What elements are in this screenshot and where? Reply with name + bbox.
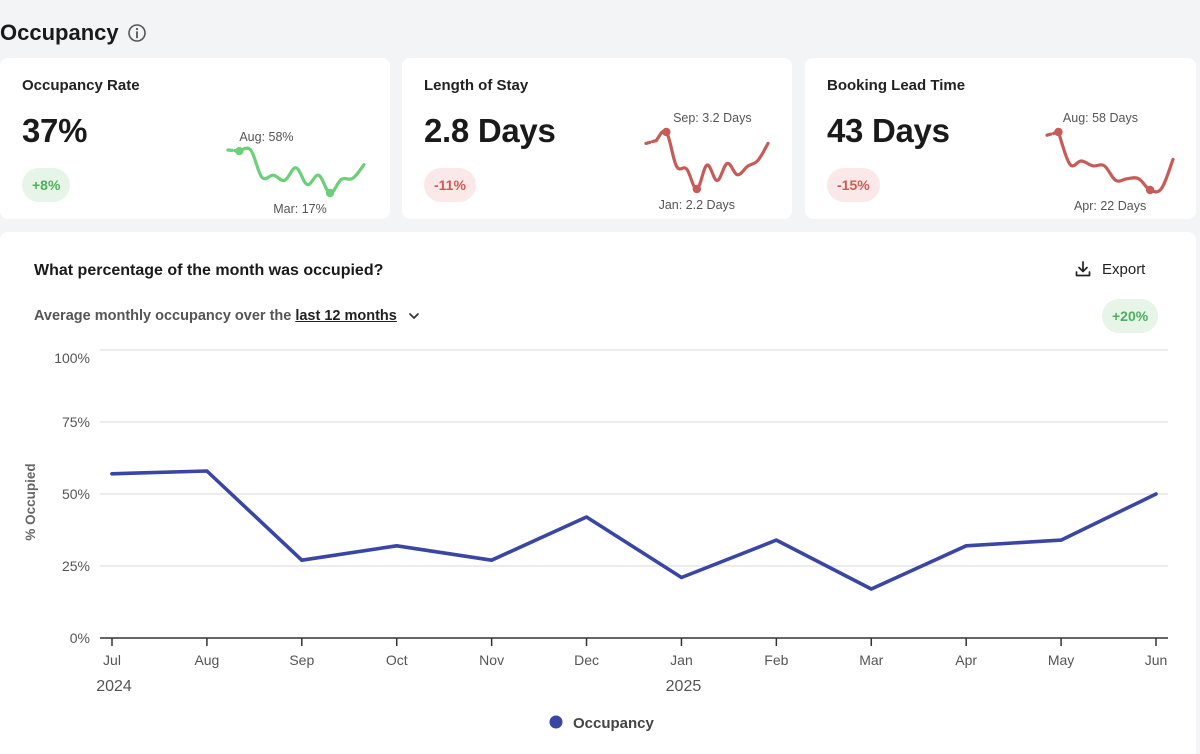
x-tick-label: May — [1048, 652, 1074, 668]
download-icon — [1075, 261, 1091, 277]
x-tick-label: Nov — [479, 652, 504, 668]
data-point[interactable] — [774, 538, 778, 542]
kpi-sparkline: Aug: 58 Days Apr: 22 Days — [1045, 111, 1175, 213]
kpi-value: 43 Days — [827, 112, 950, 149]
sparkline-line — [237, 146, 366, 195]
x-tick-label: Jun — [1145, 652, 1168, 668]
data-point[interactable] — [395, 544, 399, 548]
legend-label: Occupancy — [573, 715, 655, 732]
kpi-sparkline: Sep: 3.2 Days Jan: 2.2 Days — [644, 111, 770, 212]
kpi-label: Length of Stay — [424, 77, 529, 94]
kpi-sparkline: Aug: 58% Mar: 17% — [226, 130, 366, 216]
legend[interactable]: Occupancy — [549, 715, 655, 732]
sparkline-min-label: Apr: 22 Days — [1074, 199, 1146, 213]
sparkline-max-label: Sep: 3.2 Days — [673, 111, 752, 125]
occupancy-chart-card: 0% 25% 50% 75% 100% Jul Aug Sep Oct Nov Dec Jan Feb M… — [0, 232, 1196, 754]
kpi-card-booking-lead-time[interactable]: Booking Lead Time 43 Days -15% Aug: 58 D… — [805, 58, 1196, 219]
data-point[interactable] — [300, 558, 304, 562]
data-point[interactable] — [964, 544, 968, 548]
chevron-down-icon[interactable] — [407, 309, 421, 323]
info-icon[interactable] — [127, 23, 147, 43]
period-selector[interactable]: last 12 months — [295, 308, 397, 324]
x-tick-label: Jan — [670, 652, 693, 668]
y-tick-label: 100% — [54, 350, 90, 366]
sparkline-group: Sep: 3.2 Days Jan: 2.2 Days — [644, 111, 770, 212]
sparkline-line — [1056, 130, 1175, 194]
y-tick-label: 25% — [62, 558, 90, 574]
x-year-label: 2025 — [666, 678, 702, 695]
x-tick-label: Oct — [386, 652, 408, 668]
export-button[interactable]: Export — [1074, 260, 1145, 278]
x-tick-label: Sep — [289, 652, 314, 668]
gridlines — [100, 349, 1168, 567]
data-point[interactable] — [869, 587, 873, 591]
kpi-change-badge: -15% — [827, 168, 880, 202]
sparkline-group: Aug: 58 Days Apr: 22 Days — [1045, 111, 1175, 213]
section-title: Occupancy — [0, 20, 119, 45]
main-change-badge: +20% — [1102, 299, 1159, 333]
sparkline-max-dot — [235, 146, 244, 156]
kpi-change-badge: -11% — [424, 168, 476, 202]
kpi-label: Occupancy Rate — [22, 77, 140, 94]
export-label: Export — [1102, 260, 1146, 278]
kpi-card-length-of-stay[interactable]: Length of Stay 2.8 Days -11% Sep: 3.2 Da… — [402, 58, 792, 219]
chart-subtitle: Average monthly occupancy over the last … — [34, 308, 421, 324]
sparkline-min-dot — [692, 184, 702, 194]
sparkline-min-label: Jan: 2.2 Days — [659, 198, 735, 212]
data-point[interactable] — [679, 575, 684, 580]
data-point[interactable] — [1059, 538, 1063, 542]
x-tick-label: Apr — [955, 652, 977, 668]
x-tick-label: Mar — [859, 652, 883, 668]
y-tick-label: 0% — [70, 630, 90, 646]
section-header: Occupancy — [0, 20, 147, 46]
data-point[interactable] — [584, 515, 589, 519]
x-tick-label: Dec — [574, 652, 599, 668]
x-tick-label: Feb — [764, 652, 788, 668]
sparkline-min-dot — [325, 188, 335, 198]
data-point[interactable] — [490, 558, 494, 562]
sparkline-min-dot — [1145, 185, 1155, 195]
data-point[interactable] — [1154, 492, 1158, 496]
sparkline-max-label: Aug: 58 Days — [1063, 111, 1138, 125]
sparkline-max-dot — [1054, 127, 1063, 137]
sparkline-line — [654, 129, 770, 191]
data-point[interactable] — [205, 469, 209, 473]
sparkline-max-dot — [662, 127, 671, 137]
series-line-occupancy — [110, 469, 1158, 591]
y-tick-label: 50% — [62, 486, 90, 502]
chart-question: What percentage of the month was occupie… — [34, 262, 384, 279]
kpi-card-occupancy-rate[interactable]: Occupancy Rate 37% +8% Aug: 58% Mar: 17% — [0, 58, 390, 219]
kpi-value: 2.8 Days — [424, 112, 556, 149]
occupancy-line-chart: 0% 25% 50% 75% 100% Jul Aug Sep Oct Nov Dec Jan Feb M… — [23, 349, 1168, 732]
y-tick-label: 75% — [62, 414, 90, 430]
kpi-label: Booking Lead Time — [827, 77, 966, 94]
kpi-value: 37% — [22, 112, 88, 149]
sparkline-min-label: Mar: 17% — [273, 202, 327, 216]
sparkline-leadin — [644, 138, 658, 145]
x-tick-label: Aug — [194, 652, 219, 668]
x-tick-label: Jul — [103, 652, 121, 668]
sparkline-max-label: Aug: 58% — [239, 130, 293, 144]
y-axis-title: % Occupied — [23, 463, 38, 540]
subtitle-prefix: Average monthly occupancy over the — [34, 308, 292, 324]
data-point[interactable] — [110, 472, 114, 476]
sparkline-group: Aug: 58% Mar: 17% — [226, 130, 366, 216]
legend-swatch — [549, 715, 563, 729]
kpi-change-badge: +8% — [22, 168, 71, 202]
x-year-label: 2024 — [96, 678, 132, 695]
